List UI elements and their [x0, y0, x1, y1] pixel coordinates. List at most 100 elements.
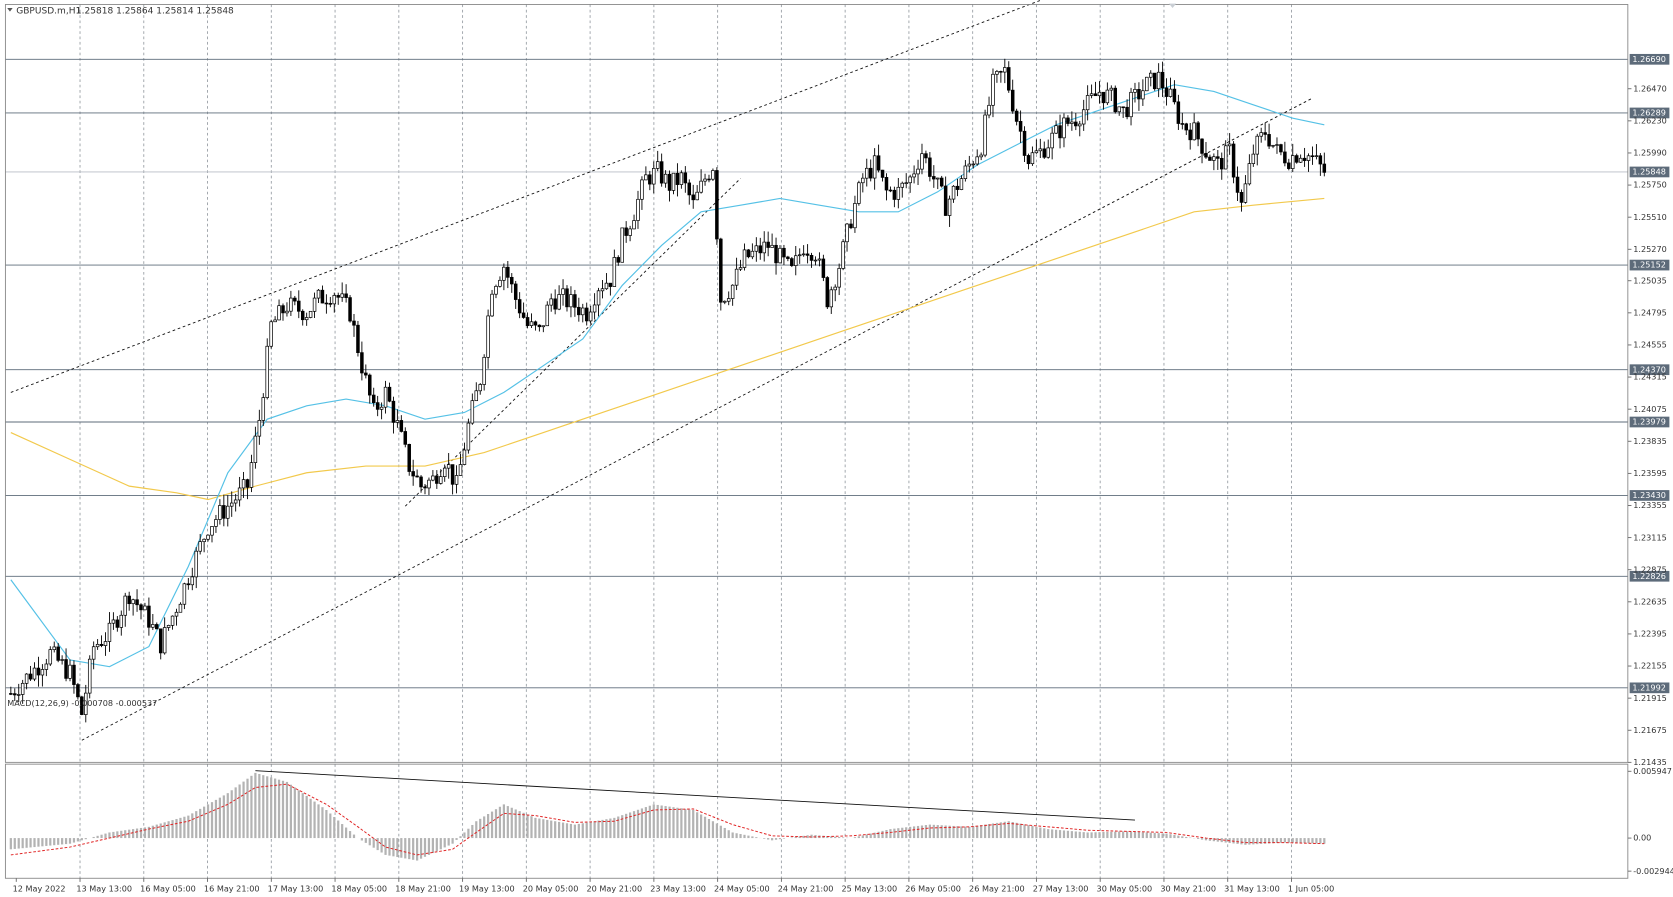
time-label: 18 May 05:00 — [331, 885, 387, 894]
candle-body — [687, 182, 692, 196]
candle-body — [1018, 121, 1023, 132]
time-label: 30 May 05:00 — [1097, 885, 1153, 894]
level-tag — [1629, 490, 1670, 501]
level-tag — [1629, 53, 1670, 65]
candle-body — [1306, 155, 1311, 161]
candle-body — [1117, 106, 1121, 113]
candle-body — [624, 227, 628, 236]
time-label: 1 Jun 05:00 — [1288, 885, 1334, 894]
candle-body — [466, 422, 471, 451]
candle-body — [1007, 67, 1011, 91]
candle-body — [13, 693, 17, 696]
candle-body — [103, 641, 108, 646]
candle-body — [1298, 157, 1303, 163]
candle-body — [1152, 72, 1157, 90]
candle-body — [1239, 192, 1244, 203]
level-tag — [1629, 364, 1670, 376]
candle-body — [1200, 138, 1204, 154]
level-tag-label: 1.21992 — [1632, 684, 1666, 693]
candle-body — [533, 321, 538, 326]
candle-body — [482, 356, 486, 385]
candle-body — [72, 664, 76, 685]
candle-body — [1014, 110, 1019, 122]
candle-body — [1168, 88, 1173, 97]
candle-body — [691, 194, 695, 201]
candle-body — [131, 599, 135, 605]
candle-body — [1156, 71, 1161, 90]
candle-body — [1121, 106, 1125, 109]
candle-body — [44, 663, 49, 670]
candle-body — [1085, 95, 1090, 111]
candle-body — [56, 646, 60, 661]
price-tick-label: 1.23835 — [1633, 437, 1667, 446]
candle-body — [1078, 123, 1082, 127]
candle-body — [1302, 157, 1307, 161]
candle-body — [383, 386, 388, 408]
candle-body — [963, 165, 968, 179]
candle-body — [655, 161, 660, 169]
candle-body — [60, 659, 64, 661]
candle-body — [123, 595, 127, 616]
candle-body — [1259, 132, 1263, 137]
candle-body — [1149, 72, 1153, 78]
dropdown-triangle-icon[interactable] — [7, 8, 13, 12]
candle-body — [880, 169, 885, 178]
candle-body — [754, 245, 759, 252]
candle-body — [391, 400, 396, 423]
candle-body — [28, 673, 33, 680]
ema-slow-line — [10, 197, 1325, 501]
candle-body — [517, 299, 522, 314]
candle-body — [912, 173, 916, 178]
time-label: 24 May 05:00 — [714, 885, 770, 894]
shift-marker-icon[interactable] — [1168, 3, 1177, 9]
candle-body — [695, 191, 699, 201]
candle-body — [324, 302, 329, 305]
candle-body — [435, 475, 439, 484]
macd-tick-label: -0.002944 — [1633, 867, 1673, 876]
candle-body — [715, 170, 719, 240]
candle-body — [20, 682, 25, 695]
candle-body — [663, 173, 668, 184]
candles — [9, 58, 1327, 723]
candle-body — [513, 283, 518, 300]
candle-body — [328, 303, 333, 305]
candle-body — [1145, 76, 1149, 92]
candle-body — [502, 266, 506, 281]
candle-body — [636, 198, 640, 221]
candle-body — [801, 253, 806, 256]
candle-body — [936, 177, 940, 180]
candle-body — [24, 673, 29, 684]
candle-body — [1223, 145, 1228, 170]
candle-body — [762, 241, 766, 254]
candle-body — [596, 290, 601, 306]
candle-body — [1291, 155, 1295, 169]
candle-body — [750, 250, 755, 258]
candle-body — [794, 255, 798, 266]
candle-body — [987, 104, 991, 116]
price-tick-label: 1.21675 — [1633, 726, 1667, 735]
candle-body — [703, 178, 707, 182]
candle-body — [474, 390, 479, 402]
candle-body — [1089, 93, 1094, 96]
level-tag-label: 1.24370 — [1632, 365, 1666, 374]
candle-body — [1125, 106, 1129, 118]
candle-body — [446, 464, 451, 469]
time-label: 19 May 13:00 — [459, 885, 515, 894]
candle-body — [486, 315, 490, 358]
candle-body — [577, 306, 581, 316]
level-tag-label: 1.22826 — [1632, 572, 1666, 581]
candle-body — [222, 505, 226, 519]
candle-body — [640, 179, 644, 200]
candle-body — [742, 249, 747, 268]
price-tick-label: 1.25510 — [1633, 213, 1667, 222]
candle-body — [478, 384, 482, 392]
candle-body — [1192, 122, 1196, 141]
candle-body — [723, 300, 727, 303]
candle-body — [277, 305, 281, 321]
candle-body — [809, 254, 814, 261]
candle-body — [300, 310, 305, 321]
candle-body — [679, 172, 684, 185]
candle-body — [147, 605, 151, 628]
